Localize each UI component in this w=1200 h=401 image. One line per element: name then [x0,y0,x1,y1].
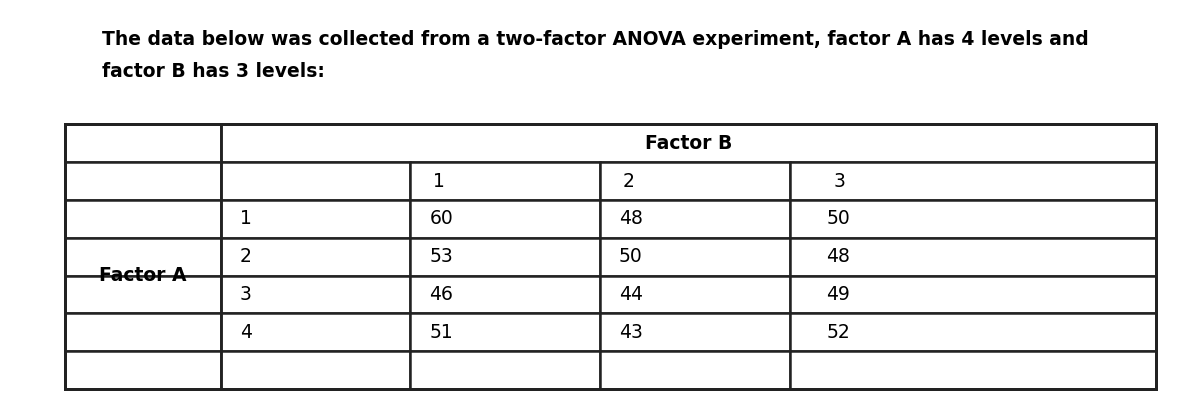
Text: 2: 2 [623,172,635,190]
Text: 50: 50 [827,209,850,228]
Text: 51: 51 [430,323,454,342]
Text: 4: 4 [240,323,252,342]
Text: 48: 48 [827,247,850,266]
Text: factor B has 3 levels:: factor B has 3 levels: [102,62,325,81]
Text: 46: 46 [430,285,454,304]
Text: 48: 48 [619,209,643,228]
Text: 1: 1 [240,209,252,228]
Text: 2: 2 [240,247,252,266]
Text: 52: 52 [827,323,850,342]
Text: 43: 43 [619,323,643,342]
Text: 3: 3 [834,172,845,190]
Text: 1: 1 [433,172,445,190]
Text: Factor A: Factor A [100,266,186,285]
Text: 60: 60 [430,209,454,228]
Text: 49: 49 [827,285,850,304]
Text: Factor B: Factor B [644,134,732,153]
Text: 53: 53 [430,247,454,266]
Text: The data below was collected from a two-factor ANOVA experiment, factor A has 4 : The data below was collected from a two-… [102,30,1088,49]
Text: 3: 3 [240,285,252,304]
Text: 50: 50 [619,247,643,266]
Text: 44: 44 [619,285,643,304]
